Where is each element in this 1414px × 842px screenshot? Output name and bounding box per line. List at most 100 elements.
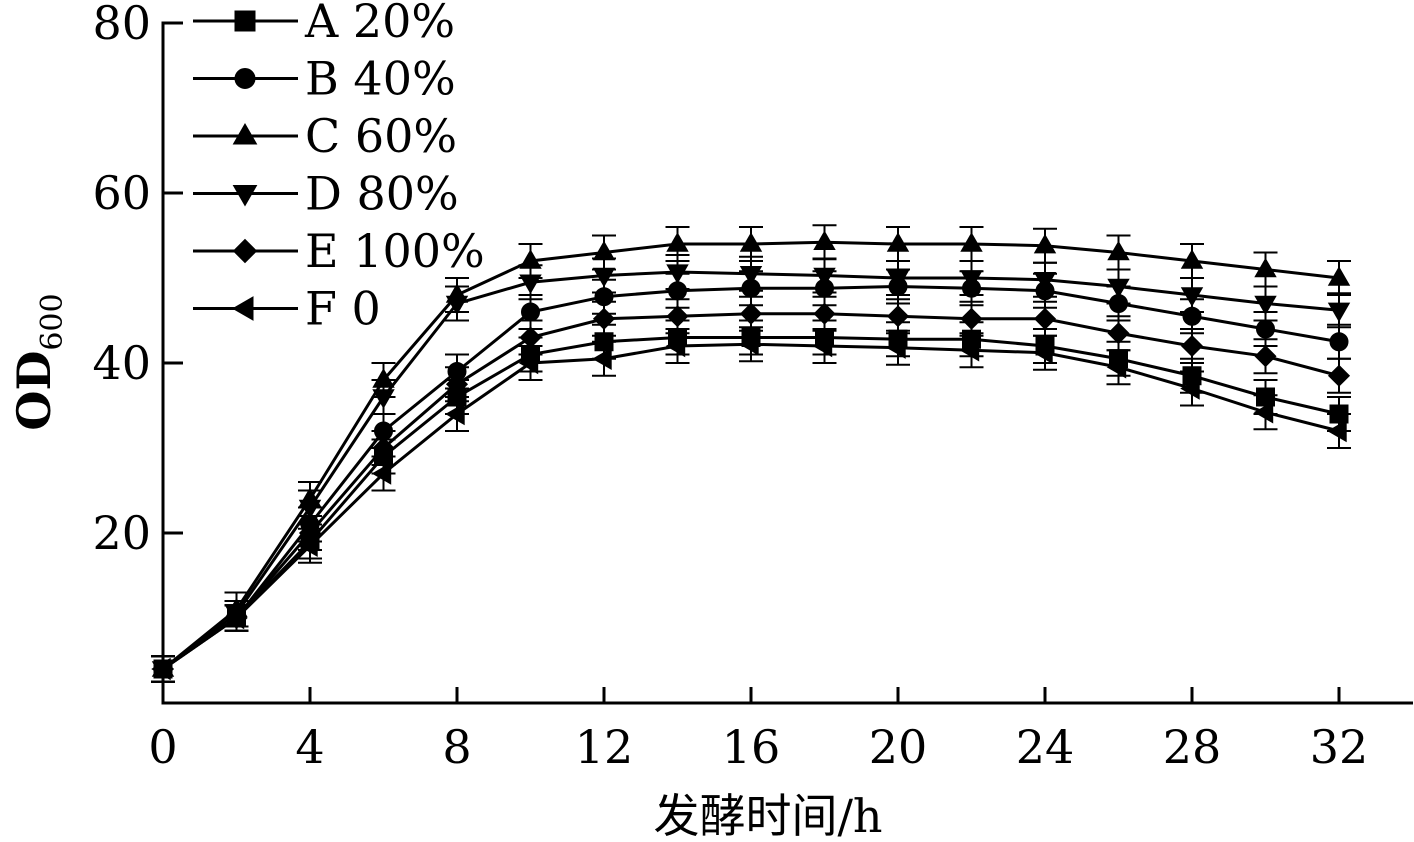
data-point [1180,334,1204,358]
legend-marker [231,296,254,321]
data-point [1107,240,1130,261]
series-line [162,336,1340,671]
data-point [959,339,980,362]
legend-marker [234,68,256,89]
data-point [886,270,910,290]
x-tick-label: 24 [1016,720,1075,774]
legend-entry: E 100% [193,224,485,278]
data-point [813,302,836,325]
data-point [1033,233,1057,254]
legend: A 20%B 40%C 60%D 80%E 100%F 0 [193,0,485,336]
data-point [1033,341,1053,365]
series-1 [151,319,1351,683]
x-tick-label: 28 [1163,720,1222,774]
data-point [1033,272,1057,292]
data-point [1327,266,1351,286]
legend-label: C 60% [305,109,457,163]
legend-marker [232,185,258,207]
y-axis-title-main: OD [7,351,61,431]
data-point [1106,356,1127,379]
y-tick-label: 20 [92,506,151,560]
data-point [298,499,322,520]
legend-entry: B 40% [193,52,456,106]
data-point [298,534,318,557]
data-point [592,347,612,370]
data-point [813,267,836,288]
data-point [1180,287,1204,307]
data-point [886,336,906,359]
legend-entry: D 80% [193,167,459,221]
data-point [739,232,763,252]
data-point [518,351,539,375]
data-point [666,232,689,252]
legend-label: A 20% [304,0,455,48]
data-point [445,295,469,316]
data-point [224,606,245,630]
data-point [1327,302,1351,323]
data-point [812,334,833,358]
data-point [886,232,910,252]
data-point [519,274,542,295]
data-point [1107,278,1130,299]
data-point [960,270,983,290]
data-point [1253,401,1274,424]
data-point [739,333,759,356]
x-axis-title: 发酵时间/h [653,789,882,842]
legend-marker [232,238,258,264]
data-point [1180,249,1204,269]
data-point [151,657,171,681]
legend-label: F 0 [305,282,381,336]
data-point [739,302,763,325]
series-6 [151,326,1351,683]
data-point [813,230,836,250]
y-axis-title: OD600 [7,293,70,430]
legend-label: B 40% [305,52,456,106]
x-tick-label: 4 [295,720,324,774]
data-point [1327,364,1351,387]
x-tick-label: 16 [722,720,781,774]
data-point [960,232,983,252]
data-point [886,305,910,328]
data-point [521,302,540,322]
legend-entry: C 60% [193,109,457,163]
data-point [372,389,395,409]
data-point [1256,319,1275,339]
data-point [1254,345,1277,368]
legend-label: D 80% [305,167,459,221]
legend-marker [234,10,256,32]
data-point [1180,377,1200,400]
legend-label: E 100% [305,224,485,278]
data-point [445,373,469,396]
data-point [519,326,542,349]
data-point [592,267,616,288]
x-tick-label: 8 [442,720,471,774]
data-point [1033,307,1057,330]
data-point [665,334,686,358]
data-point [1329,332,1349,352]
data-point [960,307,983,330]
x-tick-label: 32 [1310,720,1369,774]
data-point [666,264,689,284]
y-tick-label: 60 [92,166,151,220]
x-tick-label: 20 [869,720,928,774]
series-line [162,312,1340,671]
data-point [371,462,392,485]
legend-entry: A 20% [193,0,455,48]
y-tick-label: 40 [92,336,151,390]
legend-marker [232,122,258,145]
x-tick-label: 12 [575,720,634,774]
y-tick-label: 80 [92,0,151,50]
data-point [1254,257,1277,278]
y-axis-title-subscript: 600 [35,293,70,350]
data-point [445,402,465,426]
data-point [1327,419,1347,443]
x-tick-label: 0 [148,720,177,774]
data-point [739,266,763,286]
axes: 0 4 8 12 16 20 24 28 32 20 40 60 80 [92,0,1413,774]
series-layer [151,224,1351,683]
data-point [1107,322,1130,345]
data-point [666,305,689,328]
data-point [592,307,616,330]
legend-entry: F 0 [193,282,381,336]
